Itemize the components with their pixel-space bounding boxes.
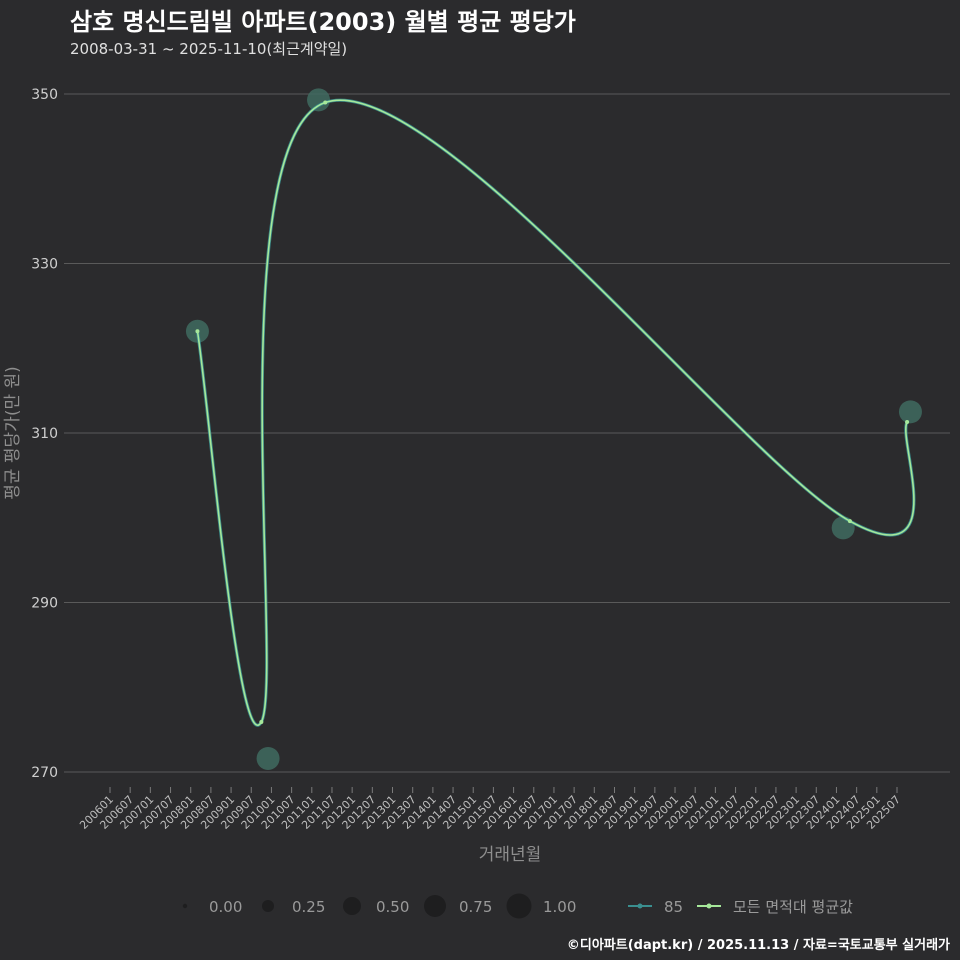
legend-size-circle <box>424 895 446 917</box>
x-axis-title: 거래년월 <box>479 845 542 865</box>
legend-key-average-dot <box>706 903 712 909</box>
y-tick-label: 330 <box>31 257 58 273</box>
y-tick-label: 350 <box>31 87 58 103</box>
legend: 0.00 0.25 0.50 0.75 1.00 85 모든 면적대 평균값 <box>182 893 853 919</box>
y-tick-label: 270 <box>31 765 58 781</box>
legend-size-circle <box>506 893 532 919</box>
legend-size-label: 0.75 <box>459 898 492 916</box>
series-85-point <box>307 88 331 112</box>
series-85-point <box>898 400 922 424</box>
series-average-point <box>323 100 328 105</box>
series-average-point <box>847 519 852 524</box>
y-axis-ticks: 270 290 310 330 350 <box>31 87 58 781</box>
series-85-line <box>195 98 916 727</box>
legend-size-label: 0.00 <box>209 898 242 916</box>
y-tick-label: 310 <box>31 426 58 442</box>
grid-lines <box>64 93 950 773</box>
legend-key-85-dot <box>637 903 643 909</box>
series-average-point <box>259 719 264 724</box>
y-axis-title: 평균 평당가(만 원) <box>3 366 23 500</box>
series-85-point <box>256 746 280 770</box>
legend-size-circle <box>343 897 361 915</box>
legend-size-circle <box>182 903 188 909</box>
series-average-line <box>196 99 915 726</box>
series-85-bubbles <box>185 88 922 770</box>
series-lines <box>195 98 916 727</box>
x-axis-ticks: 2006012006072007012007072008012008072009… <box>77 787 903 832</box>
legend-size-label: 0.25 <box>292 898 325 916</box>
legend-size-label: 1.00 <box>543 898 576 916</box>
legend-label-average: 모든 면적대 평균값 <box>733 898 853 916</box>
y-tick-label: 290 <box>31 596 58 612</box>
chart-subtitle: 2008-03-31 ~ 2025-11-10(최근계약일) <box>70 40 348 58</box>
chart-title: 삼호 명신드림빌 아파트(2003) 월별 평균 평당가 <box>70 8 576 36</box>
legend-size-label: 0.50 <box>376 898 409 916</box>
series-average-point <box>905 419 910 424</box>
series-average-point <box>195 329 200 334</box>
legend-label-85: 85 <box>664 898 683 916</box>
legend-size-circle <box>262 900 274 912</box>
credit-footer: ©디아파트(dapt.kr) / 2025.11.13 / 자료=국토교통부 실… <box>566 938 950 953</box>
